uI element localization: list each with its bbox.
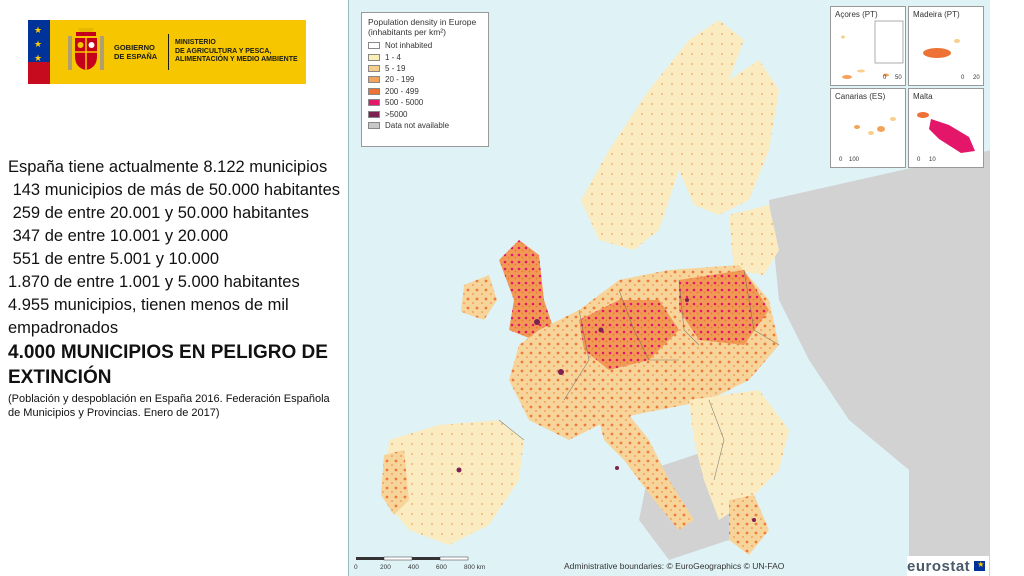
headline: 4.000 MUNICIPIOS EN PELIGRO DE EXTINCIÓN bbox=[8, 342, 328, 388]
legend-item: 5 - 19 bbox=[368, 63, 482, 74]
inset-label: Açores (PT) bbox=[835, 10, 878, 19]
legend-item: 20 - 199 bbox=[368, 74, 482, 85]
text-line: 143 municipios de más de 50.000 habitant… bbox=[8, 181, 341, 199]
text-line: 1.870 de entre 1.001 y 5.000 habitantes bbox=[8, 273, 300, 291]
legend-item: 1 - 4 bbox=[368, 51, 482, 62]
government-label: GOBIERNO DE ESPAÑA bbox=[114, 43, 158, 61]
legend-label: Not inhabited bbox=[385, 41, 433, 51]
legend-item: Data not available bbox=[368, 120, 482, 131]
eurostat-logo: eurostat bbox=[907, 556, 989, 576]
legend-swatch bbox=[368, 76, 380, 84]
europe-map bbox=[381, 20, 990, 576]
text-line: 4.955 municipios, tienen menos de mil em… bbox=[8, 296, 289, 337]
legend-swatch bbox=[368, 53, 380, 61]
inset-label: Madeira (PT) bbox=[913, 10, 960, 19]
inset-label: Canarias (ES) bbox=[835, 92, 886, 101]
government-logo: ★ ★ ★ GOBIERNO DE ESPAÑA MINISTERIO DE A… bbox=[28, 20, 306, 84]
scale-bar: 0 200 400 600 800 km bbox=[352, 556, 492, 574]
map-credits: Administrative boundaries: © EuroGeograp… bbox=[564, 561, 785, 571]
legend-label: 500 - 5000 bbox=[385, 98, 424, 108]
inset-madeira: Madeira (PT) 0 20 bbox=[908, 6, 984, 86]
inset-canarias: Canarias (ES) 0 100 bbox=[830, 88, 906, 168]
legend-label: Data not available bbox=[385, 120, 450, 130]
text-line: 347 de entre 10.001 y 20.000 bbox=[8, 227, 229, 245]
legend-item: Not inhabited bbox=[368, 40, 482, 51]
coat-of-arms-icon bbox=[66, 26, 106, 78]
source-note: (Población y despoblación en España 2016… bbox=[8, 393, 330, 419]
map-legend: Population density in Europe (inhabitant… bbox=[361, 12, 489, 147]
legend-label: >5000 bbox=[385, 109, 408, 119]
eu-flag-icon bbox=[974, 560, 985, 571]
text-line: 259 de entre 20.001 y 50.000 habitantes bbox=[8, 204, 309, 222]
legend-label: 20 - 199 bbox=[385, 75, 415, 85]
legend-item: 200 - 499 bbox=[368, 86, 482, 97]
ministry-label: MINISTERIO DE AGRICULTURA Y PESCA, ALIME… bbox=[175, 39, 298, 64]
legend-swatch bbox=[368, 121, 380, 129]
legend-swatch bbox=[368, 64, 380, 72]
text-line: España tiene actualmente 8.122 municipio… bbox=[8, 158, 328, 176]
legend-swatch bbox=[368, 42, 380, 50]
legend-label: 5 - 19 bbox=[385, 63, 406, 73]
legend-swatch bbox=[368, 99, 380, 107]
legend-label: 200 - 499 bbox=[385, 86, 419, 96]
inset-label: Malta bbox=[913, 92, 933, 101]
inset-azores: Açores (PT) 0 50 bbox=[830, 6, 906, 86]
legend-title: Population density in Europe (inhabitant… bbox=[368, 17, 477, 37]
legend-label: 1 - 4 bbox=[385, 52, 402, 62]
statistics-text: España tiene actualmente 8.122 municipio… bbox=[8, 156, 343, 420]
legend-swatch bbox=[368, 110, 380, 118]
legend-item: 500 - 5000 bbox=[368, 97, 482, 108]
inset-malta: Malta 0 10 bbox=[908, 88, 984, 168]
legend-item: >5000 bbox=[368, 108, 482, 119]
eu-flag-icon: ★ ★ ★ bbox=[28, 20, 50, 84]
legend-swatch bbox=[368, 87, 380, 95]
text-line: 551 de entre 5.001 y 10.000 bbox=[8, 250, 220, 268]
